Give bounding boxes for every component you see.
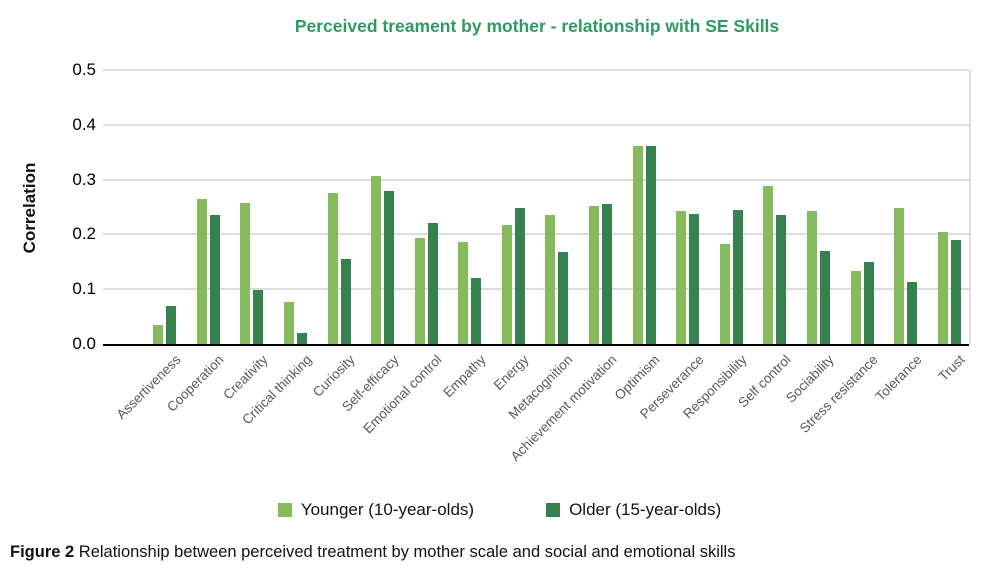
chart-title: Perceived treament by mother - relations… (294, 16, 780, 36)
figure-caption: Figure 2 Relationship between perceived … (10, 543, 735, 562)
y-tick-label-0.2: 0.2 (72, 224, 96, 244)
y-tick-label-0.5: 0.5 (72, 60, 96, 79)
bar-group-responsibility (710, 70, 754, 344)
legend-swatch-older-icon (546, 503, 561, 517)
bar-older-perseverance (689, 213, 700, 344)
bar-group-tolerance (884, 70, 928, 344)
bar-younger-self-efficacy (371, 175, 382, 344)
gridline-0.3 (103, 178, 969, 181)
bar-older-responsibility (732, 209, 743, 344)
bar-younger-cooperation (196, 198, 207, 344)
bar-younger-self-control (763, 185, 774, 344)
bar-older-achievement-motivation (602, 203, 613, 344)
bar-younger-critical-thinking (284, 302, 295, 344)
bar-younger-creativity (240, 203, 251, 344)
bar-younger-perseverance (676, 211, 687, 344)
bar-younger-energy (501, 225, 512, 344)
y-tick-label-0.4: 0.4 (72, 114, 96, 134)
bar-group-metacognition (535, 70, 579, 344)
x-tick-label-empathy: Empathy (440, 352, 489, 401)
legend-item-older: Older (15-year-olds) (546, 500, 721, 520)
bar-younger-responsibility (719, 243, 730, 344)
bar-older-trust (950, 239, 961, 344)
bar-older-curiosity (340, 259, 351, 344)
bar-group-critical-thinking (274, 70, 318, 344)
bar-younger-optimism (632, 145, 643, 344)
y-axis-title: Correlation (20, 162, 39, 254)
legend-swatch-younger-icon (277, 503, 292, 517)
bar-older-metacognition (558, 252, 569, 344)
bar-younger-curiosity (327, 192, 338, 344)
legend-label-younger: Younger (10-year-olds) (300, 500, 475, 519)
bar-group-creativity (230, 70, 274, 344)
bar-older-cooperation (209, 215, 220, 344)
bar-older-self-efficacy (384, 191, 395, 344)
bar-younger-stress-resistance (850, 271, 861, 344)
figure-caption-label: Figure 2 (10, 543, 75, 561)
bar-group-stress-resistance (840, 70, 884, 344)
gridline-0.2 (103, 233, 969, 236)
bar-group-energy (492, 70, 536, 344)
figure-caption-text: Relationship between perceived treatment… (74, 543, 736, 561)
bar-younger-achievement-motivation (589, 205, 600, 344)
bar-younger-metacognition (545, 214, 556, 344)
x-axis-line (103, 344, 969, 346)
gridline-0.4 (103, 123, 969, 126)
bar-group-optimism (622, 70, 666, 344)
bar-younger-tolerance (894, 208, 905, 344)
x-tick-label-trust: Trust (935, 352, 968, 384)
gridline-0.1 (103, 288, 969, 291)
legend-item-younger: Younger (10-year-olds) (277, 500, 475, 520)
bar-older-self-control (776, 214, 787, 344)
bar-group-cooperation (187, 70, 231, 344)
bar-group-curiosity (317, 70, 361, 344)
legend-label-older: Older (15-year-olds) (569, 500, 722, 519)
y-tick-label-0.3: 0.3 (72, 169, 96, 189)
bar-younger-empathy (458, 242, 469, 344)
bar-older-creativity (253, 290, 264, 344)
bar-group-achievement-motivation (579, 70, 623, 344)
bar-group-sociability (797, 70, 841, 344)
bar-older-tolerance (907, 282, 918, 344)
gridline-0.5 (103, 69, 969, 71)
y-tick-label-0.1: 0.1 (72, 279, 96, 299)
bar-younger-sociability (806, 211, 817, 344)
x-tick-label-emotional-control: Emotional control (360, 352, 445, 437)
bar-older-sociability (819, 250, 830, 344)
x-tick-label-stress-resistance: Stress resistance (796, 352, 881, 436)
bar-younger-trust (937, 231, 948, 344)
y-tick-label-0.0: 0.0 (72, 334, 96, 353)
bar-older-empathy (471, 278, 482, 344)
bar-younger-assertiveness (153, 324, 164, 344)
x-tick-label-energy: Energy (491, 352, 533, 393)
bar-older-critical-thinking (297, 333, 308, 344)
bar-group-emotional-control (404, 70, 448, 344)
bar-younger-emotional-control (414, 238, 425, 344)
bar-group-self-control (753, 70, 797, 344)
bar-group-assertiveness (143, 70, 187, 344)
bar-older-energy (514, 208, 525, 344)
bar-group-perseverance (666, 70, 710, 344)
bar-group-empathy (448, 70, 492, 344)
bar-older-stress-resistance (863, 262, 874, 344)
bar-group-trust (927, 70, 971, 344)
x-tick-label-tolerance: Tolerance (872, 352, 925, 405)
bar-older-assertiveness (166, 305, 177, 344)
bar-older-emotional-control (427, 222, 438, 344)
plot-area (103, 69, 971, 346)
bar-older-optimism (645, 145, 656, 344)
legend: Younger (10-year-olds) Older (15-year-ol… (0, 500, 999, 520)
bar-group-self-efficacy (361, 70, 405, 344)
